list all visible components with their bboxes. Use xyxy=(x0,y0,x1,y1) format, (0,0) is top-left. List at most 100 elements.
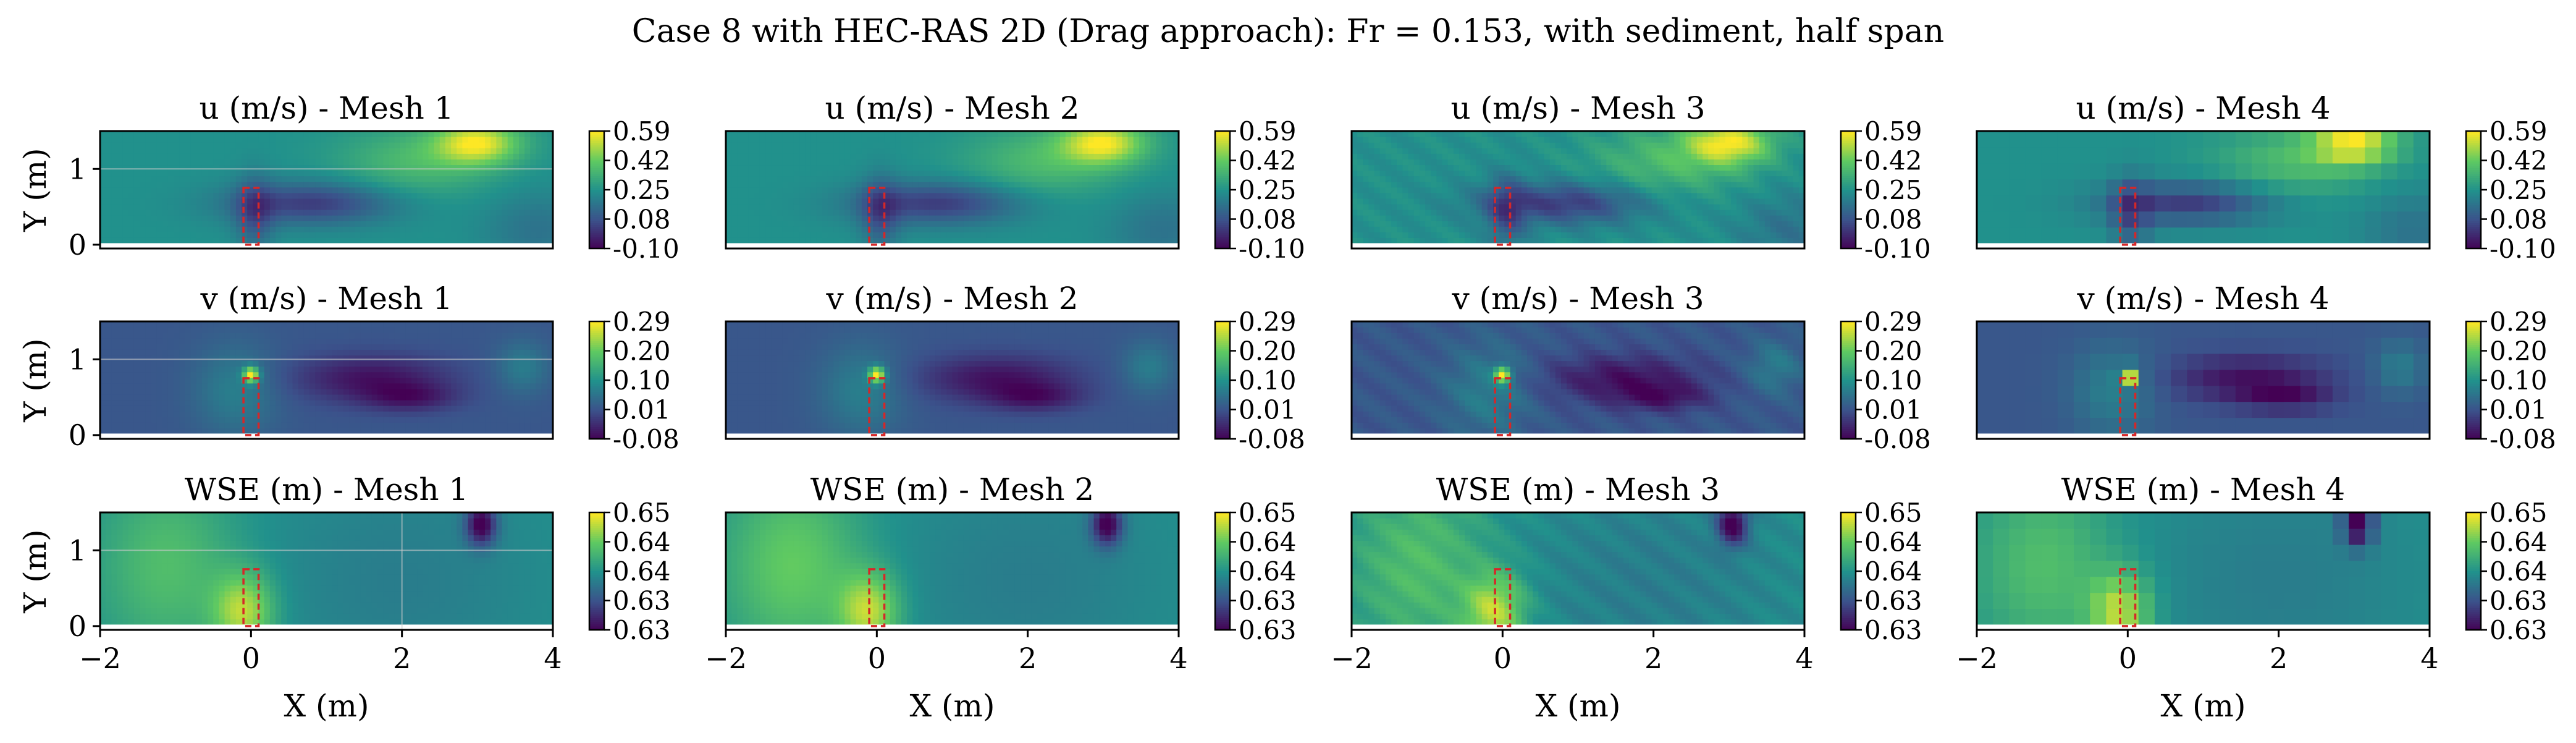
panel-title: u (m/s) - Mesh 1 xyxy=(199,90,453,126)
field-heatmap xyxy=(1977,512,2430,630)
colorbar-tick-label: -0.08 xyxy=(1239,424,1305,454)
obstacle-outline xyxy=(1494,568,1512,627)
y-tick-label: 0 xyxy=(69,609,86,643)
panel-frame xyxy=(99,130,554,250)
colorbar-tick-label: 0.20 xyxy=(1239,336,1297,367)
colorbar-tick-label: 0.08 xyxy=(613,205,671,235)
panel-title: v (m/s) - Mesh 1 xyxy=(200,281,452,316)
x-tick-label: 0 xyxy=(242,642,260,675)
x-tick-label: 0 xyxy=(2119,642,2137,675)
colorbar: 0.290.200.100.01-0.08 xyxy=(1840,307,1931,454)
colorbar-tick-label: 0.10 xyxy=(1239,365,1297,396)
colorbar-tick-label: 0.20 xyxy=(613,336,671,367)
figure-title: Case 8 with HEC-RAS 2D (Drag approach): … xyxy=(632,13,1944,50)
panel-frame xyxy=(725,130,1180,250)
colorbar-tick-label: 0.01 xyxy=(2490,395,2548,425)
obstacle-outline xyxy=(242,187,260,246)
colorbar-tick-label: 0.63 xyxy=(613,586,671,616)
colorbar-tick-label: 0.65 xyxy=(1239,498,1297,528)
colorbar-tick-label: 0.29 xyxy=(613,307,671,337)
field-heatmap xyxy=(100,321,553,439)
obstacle-outline xyxy=(2119,187,2137,246)
y-axis-label: Y (m) xyxy=(17,148,53,232)
panel-frame xyxy=(1976,130,2431,250)
x-axis-label: X (m) xyxy=(910,688,995,724)
colorbar-tick-label: 0.59 xyxy=(2490,116,2548,146)
colorbar-tick-label: 0.42 xyxy=(1864,146,1922,176)
panel-frame xyxy=(99,511,554,631)
colorbar-tick-label: 0.59 xyxy=(1239,116,1297,146)
y-tick-label: 1 xyxy=(69,342,86,376)
field-heatmap xyxy=(726,321,1179,439)
field-heatmap xyxy=(100,131,553,248)
colorbar: 0.590.420.250.08-0.10 xyxy=(2465,116,2556,264)
x-tick-label: −2 xyxy=(1331,642,1373,675)
x-tick-label: 4 xyxy=(544,642,562,675)
colorbar-tick-label: 0.25 xyxy=(1239,175,1297,205)
field-heatmap xyxy=(1352,512,1804,630)
y-tick-label: 0 xyxy=(69,418,86,452)
colorbar-tick-label: -0.08 xyxy=(613,424,680,454)
colorbar-tick-label: 0.64 xyxy=(1864,527,1922,558)
colorbar: 0.290.200.100.01-0.08 xyxy=(588,307,680,454)
field-heatmap xyxy=(1977,321,2430,439)
colorbar-tick-label: 0.20 xyxy=(1864,336,1922,367)
colorbar-tick-label: 0.29 xyxy=(2490,307,2548,337)
x-tick-label: 2 xyxy=(1019,642,1037,675)
colorbar-tick-label: -0.10 xyxy=(613,234,680,264)
colorbar-tick-label: 0.59 xyxy=(1864,116,1922,146)
colorbar-tick-label: 0.10 xyxy=(613,365,671,396)
x-tick-label: 4 xyxy=(2420,642,2438,675)
colorbar-tick-label: 0.64 xyxy=(1239,527,1297,558)
panel-frame xyxy=(1350,320,1806,440)
colorbar-tick-label: -0.10 xyxy=(1239,234,1305,264)
obstacle-outline xyxy=(2119,377,2137,436)
colorbar-tick-label: -0.08 xyxy=(2490,424,2556,454)
colorbar-tick-label: -0.10 xyxy=(2490,234,2556,264)
panel-frame xyxy=(1976,320,2431,440)
colorbar-tick-label: 0.42 xyxy=(1239,146,1297,176)
colorbar-tick-label: 0.64 xyxy=(613,556,671,587)
colorbar-tick-label: 0.63 xyxy=(613,615,671,645)
colorbar-tick-label: 0.63 xyxy=(1864,586,1922,616)
panel-WSE-mesh-2: WSE (m) - Mesh 2−2 0 2 4X (m)0.650.640.640.… xyxy=(705,472,1296,724)
colorbar-tick-label: 0.64 xyxy=(613,527,671,558)
y-tick-label: 1 xyxy=(69,533,86,567)
colorbar-tick-label: 0.63 xyxy=(1239,615,1297,645)
field-heatmap xyxy=(1977,131,2430,248)
panel-frame xyxy=(99,320,554,440)
y-axis-label: Y (m) xyxy=(17,338,53,422)
colorbar-tick-label: 0.65 xyxy=(1864,498,1922,528)
colorbar: 0.650.640.640.630.63 xyxy=(588,498,671,645)
obstacle-outline xyxy=(242,377,260,436)
x-tick-label: 2 xyxy=(2270,642,2288,675)
y-axis-label: Y (m) xyxy=(17,529,53,613)
colorbar-tick-label: 0.08 xyxy=(1864,205,1922,235)
panel-title: WSE (m) - Mesh 2 xyxy=(810,472,1095,507)
obstacle-outline xyxy=(868,187,886,246)
panel-title: u (m/s) - Mesh 2 xyxy=(825,90,1079,126)
colorbar-tick-label: 0.25 xyxy=(613,175,671,205)
x-tick-label: 4 xyxy=(1169,642,1187,675)
panel-title: u (m/s) - Mesh 3 xyxy=(1450,90,1705,126)
colorbar-tick-label: -0.10 xyxy=(1864,234,1931,264)
obstacle-outline xyxy=(242,568,260,627)
colorbar-tick-label: 0.63 xyxy=(1239,586,1297,616)
panel-frame xyxy=(1350,130,1806,250)
panel-u-mesh-3: u (m/s) - Mesh 3 0.590.420.250.08-0.10 xyxy=(1350,90,1931,264)
x-tick-label: 2 xyxy=(1644,642,1662,675)
panel-v-mesh-2: v (m/s) - Mesh 2 0.290.200.100.01-0.08 xyxy=(725,281,1305,454)
colorbar-tick-label: 0.08 xyxy=(1239,205,1297,235)
x-axis-label: X (m) xyxy=(1536,688,1621,724)
panel-frame xyxy=(1976,511,2431,631)
colorbar-tick-label: -0.08 xyxy=(1864,424,1931,454)
colorbar-tick-label: 0.25 xyxy=(1864,175,1922,205)
panel-title: v (m/s) - Mesh 3 xyxy=(1451,281,1704,316)
panel-title: v (m/s) - Mesh 4 xyxy=(2076,281,2329,316)
colorbar-tick-label: 0.63 xyxy=(1864,615,1922,645)
x-tick-label: 2 xyxy=(393,642,411,675)
colorbar-tick-label: 0.63 xyxy=(2490,586,2548,616)
panel-title: v (m/s) - Mesh 2 xyxy=(825,281,1078,316)
